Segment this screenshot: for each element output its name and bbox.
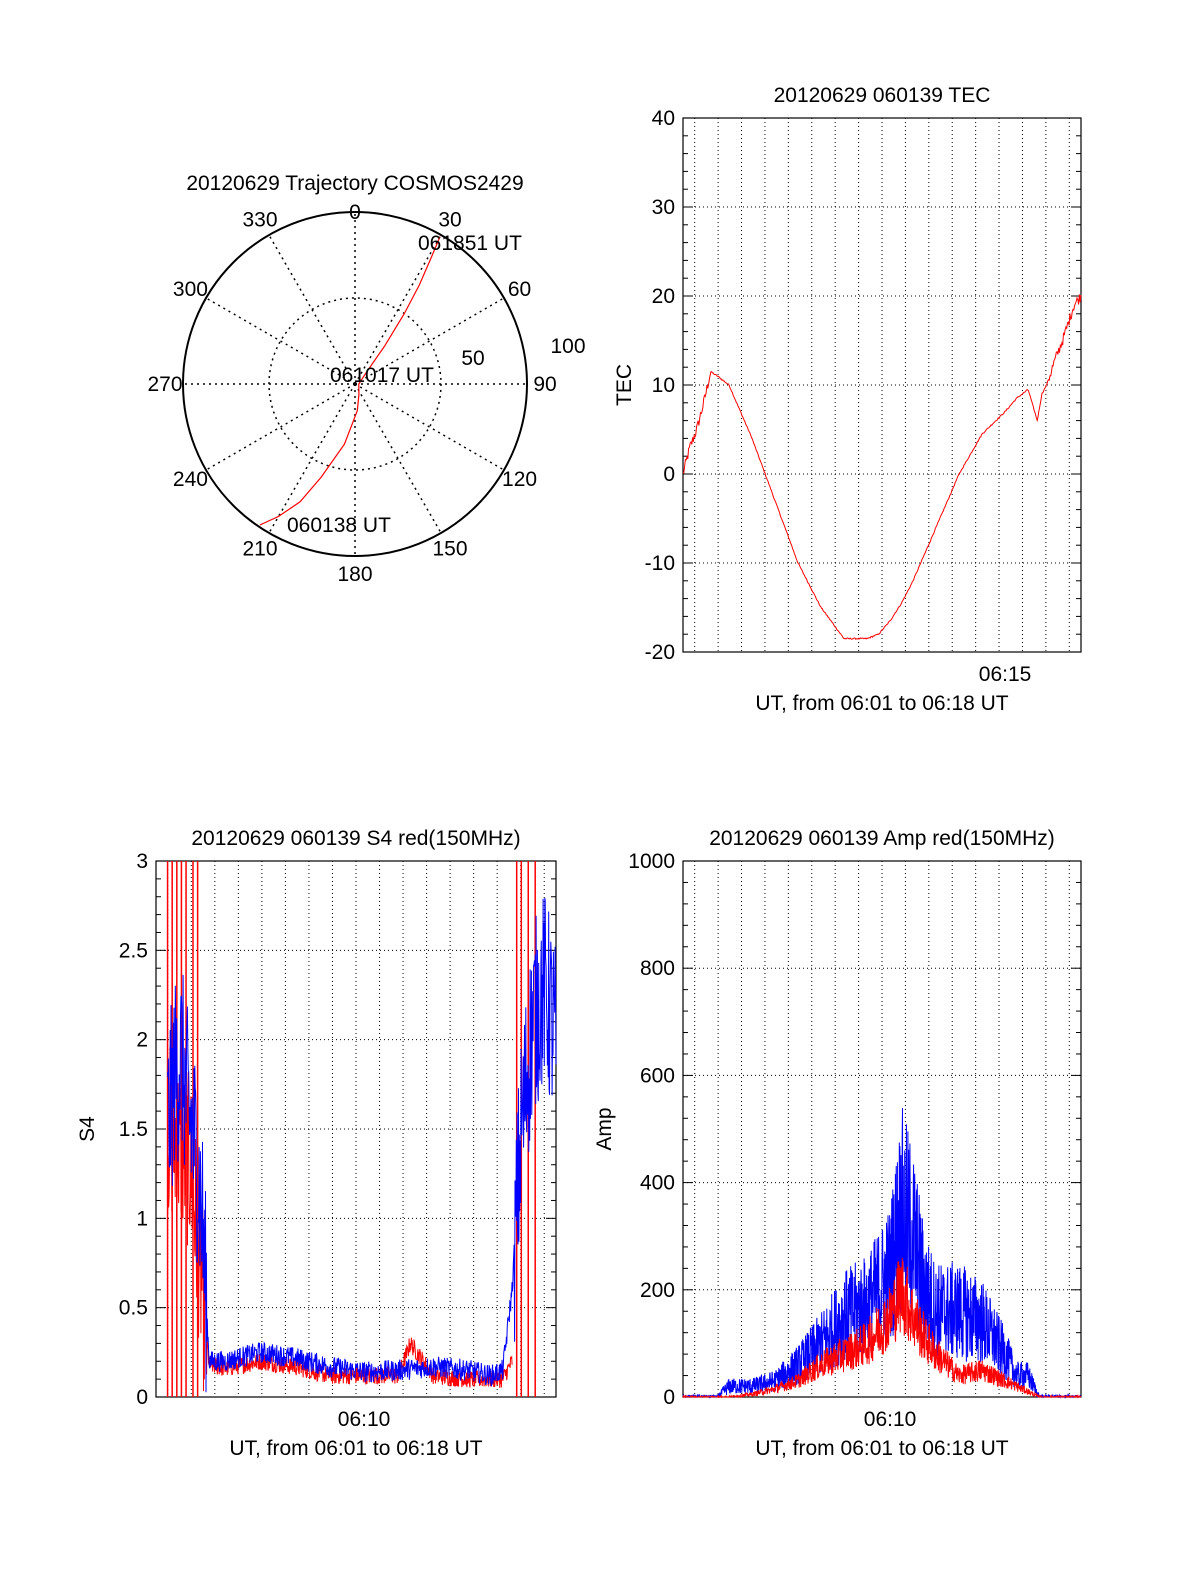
tec-line	[682, 294, 1082, 640]
y-tick-label: 2	[136, 1029, 148, 1052]
y-tick-label: 0.5	[119, 1297, 148, 1320]
y-tick-label: 40	[652, 107, 675, 130]
y-tick-label: 800	[640, 957, 675, 980]
polar-azimuth-label: 210	[242, 538, 277, 561]
polar-radial-label: 100	[550, 335, 585, 358]
polar-spoke	[268, 383, 356, 534]
y-tick-label: 10	[652, 374, 675, 397]
polar-start-time-label: 060138 UT	[287, 514, 391, 537]
plot-frame	[682, 860, 1082, 1398]
y-tick-label: -20	[645, 641, 675, 664]
y-tick-label: 30	[652, 196, 675, 219]
plot-frame	[682, 117, 1082, 653]
polar-spoke	[354, 383, 505, 471]
panel-title: 20120629 060139 S4 red(150MHz)	[191, 827, 520, 850]
polar-azimuth-label: 60	[508, 278, 531, 301]
y-tick-label: 0	[663, 1386, 675, 1409]
x-axis-label: UT, from 06:01 to 06:18 UT	[755, 1437, 1008, 1460]
polar-spoke	[354, 297, 505, 385]
x-tick-label: 06:10	[864, 1408, 917, 1431]
x-axis-label: UT, from 06:01 to 06:18 UT	[755, 692, 1008, 715]
y-tick-label: 400	[640, 1172, 675, 1195]
polar-trajectory-panel: 20120629 Trajectory COSMOS2429 0 30 60 90 120…	[147, 172, 585, 586]
polar-spoke	[268, 234, 356, 385]
polar-azimuth-label: 270	[147, 373, 182, 396]
polar-outer-ring	[182, 211, 528, 557]
polar-spoke	[354, 383, 442, 534]
y-tick-label: 0	[663, 463, 675, 486]
y-axis-label: S4	[76, 1116, 99, 1142]
polar-title: 20120629 Trajectory COSMOS2429	[186, 172, 523, 195]
s4-red-line	[167, 1047, 513, 1392]
polar-end-time-label: 061851 UT	[418, 232, 522, 255]
polar-azimuth-label: 180	[337, 563, 372, 586]
amp-red-line	[682, 1257, 1082, 1399]
panel-title: 20120629 060139 Amp red(150MHz)	[709, 827, 1055, 850]
polar-azimuth-label: 120	[502, 468, 537, 491]
y-tick-label: 1000	[628, 850, 675, 873]
x-axis-label: UT, from 06:01 to 06:18 UT	[229, 1437, 482, 1460]
y-axis-label: Amp	[593, 1107, 616, 1150]
polar-radial-label: 50	[461, 347, 484, 370]
amp-blue-line	[682, 1108, 1082, 1399]
y-tick-label: 600	[640, 1064, 675, 1087]
x-tick-label: 06:10	[338, 1408, 391, 1431]
polar-spoke	[205, 383, 356, 471]
polar-azimuth-label: 300	[173, 278, 208, 301]
y-tick-label: 20	[652, 285, 675, 308]
tec-panel: -20 -10 0 10 20 30 40 06:15 20120629 060139 TEC U…	[613, 84, 1082, 715]
x-tick-label: 06:15	[979, 663, 1032, 686]
polar-azimuth-label: 0	[349, 201, 361, 224]
polar-spoke	[354, 234, 442, 385]
polar-spoke	[205, 297, 356, 385]
polar-azimuth-label: 90	[533, 373, 556, 396]
y-axis-label: TEC	[613, 364, 636, 406]
polar-azimuth-label: 240	[173, 468, 208, 491]
panel-title: 20120629 060139 TEC	[774, 84, 991, 107]
polar-trajectory-line	[259, 236, 441, 526]
y-tick-label: 3	[136, 850, 148, 873]
polar-azimuth-label: 330	[242, 208, 277, 231]
polar-mid-time-label: 061017 UT	[330, 364, 434, 387]
s4-panel: 0 0.5 1 1.5 2 2.5 3 06:10 20120629 060139 S4 red…	[76, 827, 557, 1460]
polar-azimuth-label: 150	[432, 538, 467, 561]
y-tick-label: -10	[645, 552, 675, 575]
y-tick-label: 2.5	[119, 939, 148, 962]
polar-azimuth-label: 30	[438, 208, 461, 231]
plot-frame	[155, 860, 557, 1398]
y-tick-label: 200	[640, 1279, 675, 1302]
amp-panel: 0 200 400 600 800 1000 06:10 20120629 060139 Am…	[593, 827, 1082, 1460]
y-tick-label: 1	[136, 1207, 148, 1230]
y-tick-label: 0	[136, 1386, 148, 1409]
y-tick-label: 1.5	[119, 1118, 148, 1141]
s4-blue-line	[167, 897, 557, 1393]
